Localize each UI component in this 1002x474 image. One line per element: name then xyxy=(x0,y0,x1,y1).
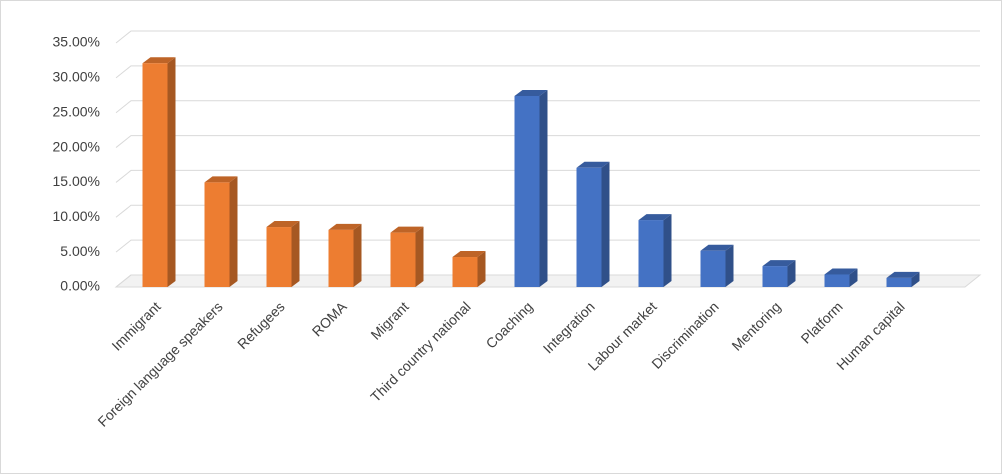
bar xyxy=(514,95,540,288)
bar-top xyxy=(204,176,238,183)
bar-top xyxy=(576,161,610,168)
grid-line xyxy=(115,65,980,79)
grid-line xyxy=(115,239,980,253)
bar xyxy=(204,182,230,287)
bar-side xyxy=(229,176,238,287)
y-tick-label: 25.00% xyxy=(53,103,100,119)
bar-top xyxy=(328,223,362,230)
bar-top xyxy=(700,244,734,251)
grid-line xyxy=(115,100,980,114)
bar-side xyxy=(353,223,362,287)
grid-line xyxy=(115,169,980,183)
bar xyxy=(824,274,850,287)
y-tick-label: 0.00% xyxy=(60,278,100,294)
y-tick-label: 5.00% xyxy=(60,243,100,259)
y-tick-label: 35.00% xyxy=(53,34,100,50)
bar xyxy=(762,266,788,287)
y-tick-label: 10.00% xyxy=(53,208,100,224)
bar xyxy=(576,167,602,287)
bar-side xyxy=(787,260,796,287)
bar xyxy=(266,227,292,287)
bar-side xyxy=(477,251,486,287)
bar-side xyxy=(725,244,734,287)
y-tick-label: 20.00% xyxy=(53,138,100,154)
bar xyxy=(700,250,726,287)
bar-side xyxy=(849,268,858,287)
bar-side xyxy=(663,214,672,287)
y-tick-label: 30.00% xyxy=(53,69,100,85)
grid-line xyxy=(115,30,980,44)
grid-line xyxy=(115,274,980,288)
bar xyxy=(142,63,168,287)
bar xyxy=(390,232,416,287)
bar xyxy=(638,220,664,287)
bar-top xyxy=(886,271,920,278)
bar-top xyxy=(142,57,176,64)
bar-top xyxy=(824,268,858,275)
bar xyxy=(886,277,912,287)
bar-side xyxy=(911,271,920,287)
bar-side xyxy=(167,57,176,287)
bar-top xyxy=(762,260,796,267)
bar-side xyxy=(539,89,548,288)
grid-line xyxy=(115,135,980,148)
bar-top xyxy=(266,221,300,228)
bar-top xyxy=(638,214,672,221)
bar-top xyxy=(390,226,424,233)
bar xyxy=(452,257,478,287)
y-tick-label: 15.00% xyxy=(53,173,100,189)
grid-line xyxy=(115,204,980,218)
bar-top xyxy=(452,251,486,258)
bar-side xyxy=(415,226,424,287)
bar xyxy=(328,229,354,287)
bar-top xyxy=(514,89,548,96)
bar-side xyxy=(601,161,610,287)
bar-side xyxy=(291,221,300,287)
